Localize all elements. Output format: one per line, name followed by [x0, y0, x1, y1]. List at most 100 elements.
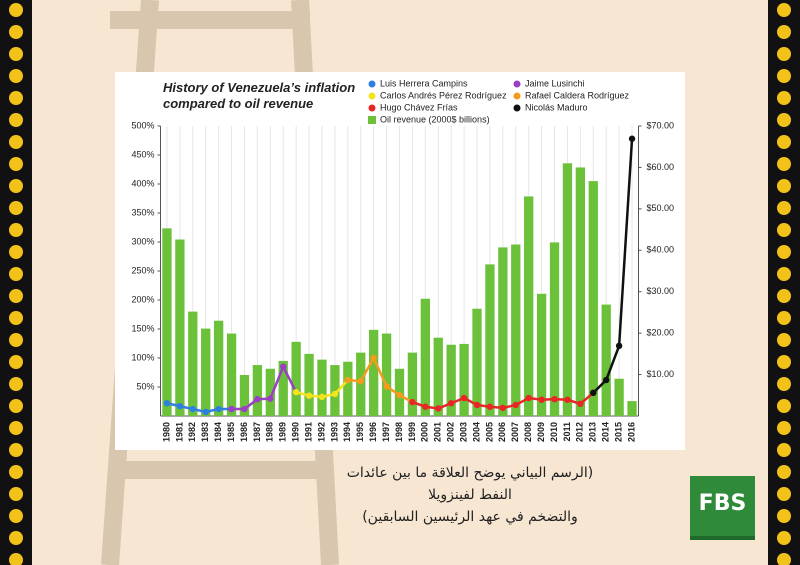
point: [357, 378, 364, 385]
x-tick-label: 2009: [536, 422, 546, 442]
strip-dot: [9, 179, 23, 193]
strip-dot: [9, 311, 23, 325]
legend-swatch: [368, 104, 376, 112]
y-tick-label: 200%: [131, 294, 154, 304]
bar: [614, 378, 624, 416]
bar: [201, 328, 211, 416]
x-tick-label: 1986: [239, 422, 249, 442]
legend-swatch: [368, 80, 376, 88]
strip-dot: [777, 3, 791, 17]
bar: [485, 264, 495, 416]
strip-dot: [9, 223, 23, 237]
strip-dot: [9, 267, 23, 281]
strip-dot: [9, 421, 23, 435]
x-tick-label: 1990: [291, 422, 301, 442]
strip-dot: [9, 487, 23, 501]
point: [409, 398, 416, 406]
point: [603, 376, 610, 384]
strip-dot: [9, 245, 23, 259]
bar: [511, 244, 521, 416]
y2-tick-label: $60.00: [647, 162, 675, 172]
strip-dot: [9, 377, 23, 391]
x-tick-label: 1981: [174, 422, 184, 442]
x-tick-label: 1996: [368, 422, 378, 442]
legend-label: Hugo Chávez Frías: [380, 102, 458, 112]
strip-dot: [777, 399, 791, 413]
x-tick-label: 1999: [407, 422, 417, 442]
x-tick-label: 1985: [226, 422, 236, 442]
strip-dot: [9, 69, 23, 83]
strip-dot: [9, 135, 23, 149]
point: [538, 396, 545, 403]
strip-dot: [9, 157, 23, 171]
point: [189, 405, 196, 413]
bar: [433, 337, 443, 416]
x-tick-label: 1991: [303, 422, 313, 442]
x-tick-label: 1987: [252, 422, 262, 442]
bar: [265, 368, 275, 416]
point: [163, 400, 171, 407]
x-tick-label: 1993: [329, 422, 339, 442]
bar: [291, 341, 301, 416]
strip-dot: [9, 91, 23, 105]
point: [383, 383, 390, 390]
bar: [601, 304, 611, 416]
x-tick-label: 1994: [342, 422, 352, 442]
legend-label: Luis Herrera Campins: [380, 78, 468, 88]
x-tick-label: 1989: [278, 422, 288, 442]
x-tick-label: 2014: [601, 422, 611, 442]
legend-label: Nicolás Maduro: [525, 102, 588, 112]
y-tick-label: 250%: [131, 265, 154, 275]
strip-dot: [777, 113, 791, 127]
bar: [627, 401, 637, 416]
strip-dot: [9, 25, 23, 39]
point: [422, 403, 429, 410]
strip-dot: [9, 509, 23, 523]
y2-tick-label: $20.00: [647, 328, 675, 338]
strip-dot: [777, 333, 791, 347]
strip-dot: [777, 355, 791, 369]
caption: (الرسم البياني يوضح العلاقة ما بين عائدا…: [330, 462, 610, 528]
x-tick-label: 2006: [497, 422, 507, 442]
x-tick-label: 2011: [562, 422, 572, 442]
y2-tick-label: $70.00: [647, 120, 675, 130]
strip-dot: [777, 135, 791, 149]
strip-dot: [777, 487, 791, 501]
line: [592, 138, 634, 394]
bar: [343, 361, 353, 416]
legend-swatch: [513, 104, 521, 112]
right-strip: [768, 0, 800, 565]
y-tick-label: 350%: [131, 207, 154, 217]
point: [564, 396, 571, 403]
logo: FBS: [690, 476, 755, 540]
point: [499, 404, 507, 412]
y-tick-label: 100%: [131, 352, 154, 362]
point: [551, 395, 558, 403]
bar: [498, 247, 508, 416]
point: [331, 390, 339, 398]
x-tick-label: 1982: [187, 422, 197, 442]
point: [305, 392, 313, 399]
point: [615, 342, 623, 350]
bar: [369, 329, 379, 416]
strip-dot: [777, 267, 791, 281]
y2-tick-label: $40.00: [647, 245, 675, 255]
x-tick-label: 2000: [420, 422, 430, 442]
strip-dot: [9, 355, 23, 369]
bar: [562, 163, 573, 416]
point: [525, 394, 532, 402]
x-tick-label: 1988: [265, 422, 275, 442]
strip-dot: [9, 531, 23, 545]
legend-label: Carlos Andrés Pérez Rodríguez: [380, 90, 507, 100]
bar: [420, 298, 430, 416]
point: [215, 405, 222, 413]
x-tick-label: 2016: [626, 422, 636, 442]
legend-label: Jaime Lusinchi: [525, 78, 585, 88]
strip-dot: [777, 465, 791, 479]
strip-dot: [777, 25, 791, 39]
strip-dot: [9, 399, 23, 413]
point: [577, 400, 584, 408]
point: [318, 393, 326, 401]
bar: [239, 374, 250, 416]
